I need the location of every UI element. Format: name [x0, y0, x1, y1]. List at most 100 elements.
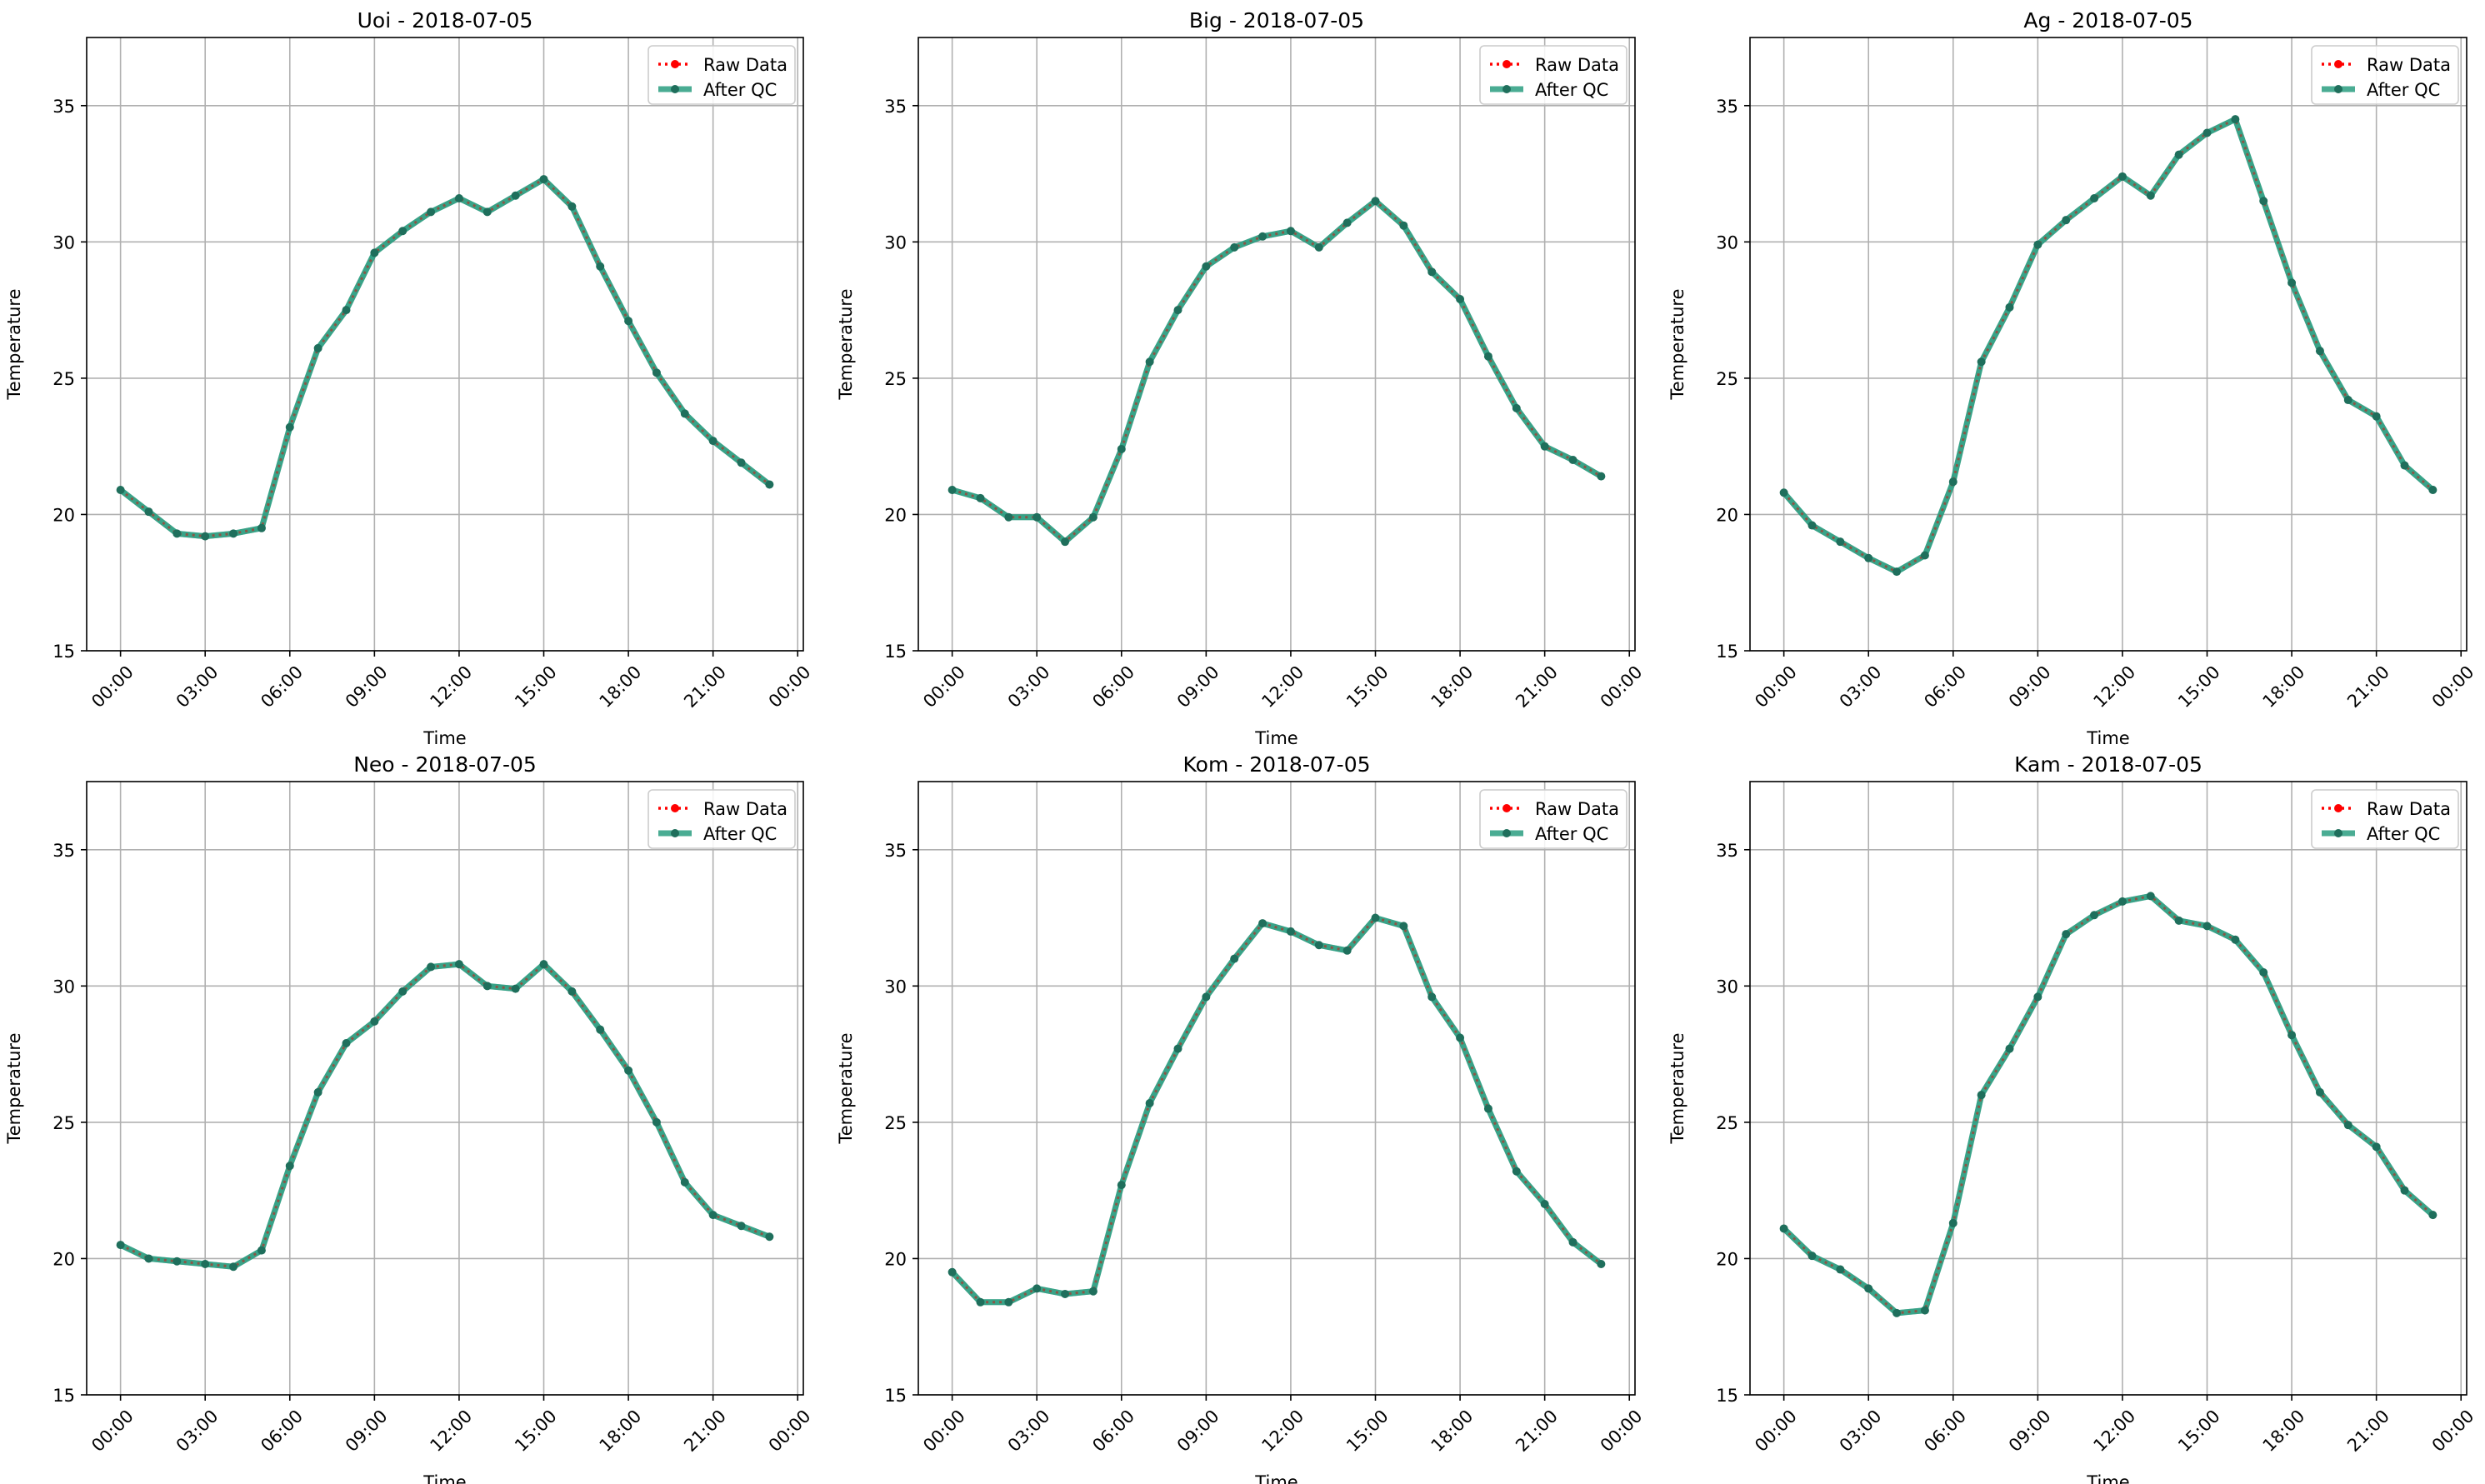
data-point — [2033, 240, 2042, 249]
data-point — [1173, 306, 1182, 315]
data-point — [1117, 444, 1126, 453]
y-axis-label: Temperature — [4, 1032, 24, 1144]
data-point — [2400, 1186, 2409, 1195]
y-tick-label: 25 — [52, 369, 75, 389]
data-point — [2005, 302, 2014, 312]
y-tick-label: 35 — [884, 97, 907, 117]
x-tick-label: 09:00 — [1173, 662, 1223, 712]
data-point — [539, 960, 548, 969]
legend-label-raw-data: Raw Data — [703, 799, 788, 819]
y-tick-label: 20 — [52, 1249, 75, 1269]
x-axis-label: Time — [2086, 1472, 2129, 1484]
x-axis-label: Time — [1254, 1472, 1298, 1484]
data-point — [976, 493, 985, 502]
x-tick-label: 18:00 — [2259, 662, 2309, 712]
x-tick-label: 15:00 — [1342, 662, 1392, 712]
subplot-2: 15 20 25 30 35 00:00 03:00 06:00 09:00 12:00 15:00… — [1668, 8, 2478, 748]
x-tick-label: 15:00 — [1342, 1406, 1392, 1456]
x-tick-label: 21:00 — [1512, 1406, 1562, 1456]
data-point — [1286, 927, 1295, 936]
y-axis-label: Temperature — [1668, 1032, 1688, 1144]
data-point — [201, 1259, 210, 1268]
x-tick-label: 03:00 — [172, 1406, 222, 1456]
legend-marker-raw-data — [671, 804, 679, 812]
data-point — [976, 1297, 985, 1307]
x-tick-label: 18:00 — [596, 662, 646, 712]
data-point — [1258, 232, 1268, 241]
data-point — [1399, 922, 1408, 931]
y-tick-label: 15 — [884, 1386, 907, 1406]
data-point — [398, 227, 408, 236]
x-tick-label: 18:00 — [1428, 1406, 1478, 1456]
data-point — [1512, 403, 1521, 412]
data-point — [2231, 935, 2240, 944]
data-point — [1202, 262, 1211, 271]
y-tick-label: 35 — [884, 841, 907, 861]
data-point — [708, 1211, 718, 1220]
data-point — [342, 1039, 351, 1048]
y-tick-label: 20 — [1716, 1249, 1738, 1269]
x-tick-label: 00:00 — [919, 662, 969, 712]
data-point — [229, 529, 238, 538]
data-point — [229, 1262, 238, 1272]
data-point — [1864, 553, 1873, 562]
data-point — [948, 486, 957, 495]
data-point — [2202, 922, 2212, 931]
y-axis-label: Temperature — [1668, 288, 1688, 400]
axes-frame — [86, 37, 804, 652]
y-tick-label: 30 — [884, 977, 907, 997]
data-point — [2231, 115, 2240, 124]
data-point — [482, 982, 492, 991]
y-axis-label: Temperature — [4, 288, 24, 400]
x-tick-label: 15:00 — [511, 1406, 561, 1456]
data-point — [1977, 357, 1986, 367]
y-tick-label: 25 — [1716, 1113, 1738, 1133]
y-tick-label: 25 — [884, 369, 907, 389]
data-point — [1597, 1259, 1606, 1268]
y-tick-label: 20 — [884, 505, 907, 525]
x-tick-label: 18:00 — [596, 1406, 646, 1456]
data-point — [2062, 216, 2071, 225]
x-tick-label: 09:00 — [2005, 662, 2055, 712]
y-tick-label: 35 — [1716, 97, 1738, 117]
x-tick-label: 21:00 — [2343, 1406, 2393, 1456]
chart-title: Kom - 2018-07-05 — [1183, 752, 1371, 777]
x-tick-label: 06:00 — [1920, 662, 1970, 712]
x-tick-label: 06:00 — [257, 662, 307, 712]
data-point — [2202, 128, 2212, 137]
y-tick-label: 15 — [1716, 1386, 1738, 1406]
legend-label-after-qc: After QC — [703, 80, 777, 100]
data-point — [1032, 1284, 1042, 1293]
legend-label-after-qc: After QC — [1535, 824, 1608, 844]
x-tick-label: 12:00 — [2089, 1406, 2139, 1456]
data-point — [1004, 1297, 1013, 1307]
x-tick-label: 03:00 — [1004, 1406, 1054, 1456]
data-point — [116, 486, 125, 495]
data-point — [1004, 512, 1013, 522]
y-tick-label: 25 — [1716, 369, 1738, 389]
legend-marker-after-qc — [2334, 829, 2342, 837]
x-tick-label: 15:00 — [511, 662, 561, 712]
x-tick-label: 00:00 — [765, 1406, 815, 1456]
data-point — [454, 960, 463, 969]
legend-marker-raw-data — [671, 60, 679, 68]
data-point — [948, 1267, 957, 1277]
data-point — [342, 306, 351, 315]
data-point — [370, 1017, 379, 1026]
legend-marker-raw-data — [2334, 60, 2342, 68]
data-point — [1948, 477, 1958, 487]
data-point — [144, 507, 153, 517]
data-point — [1920, 1306, 1929, 1315]
data-point — [765, 1232, 774, 1242]
x-axis-label: Time — [422, 1472, 466, 1484]
x-tick-label: 09:00 — [1173, 1406, 1223, 1456]
data-point — [2372, 412, 2381, 421]
data-point — [1483, 1104, 1492, 1113]
data-point — [257, 1246, 266, 1255]
x-tick-label: 00:00 — [88, 1406, 138, 1456]
legend-marker-raw-data — [1502, 60, 1511, 68]
legend: Raw Data After QC — [648, 45, 796, 105]
data-point — [285, 1162, 294, 1171]
data-point — [313, 1087, 322, 1097]
series-line-after-qc — [119, 961, 771, 1270]
